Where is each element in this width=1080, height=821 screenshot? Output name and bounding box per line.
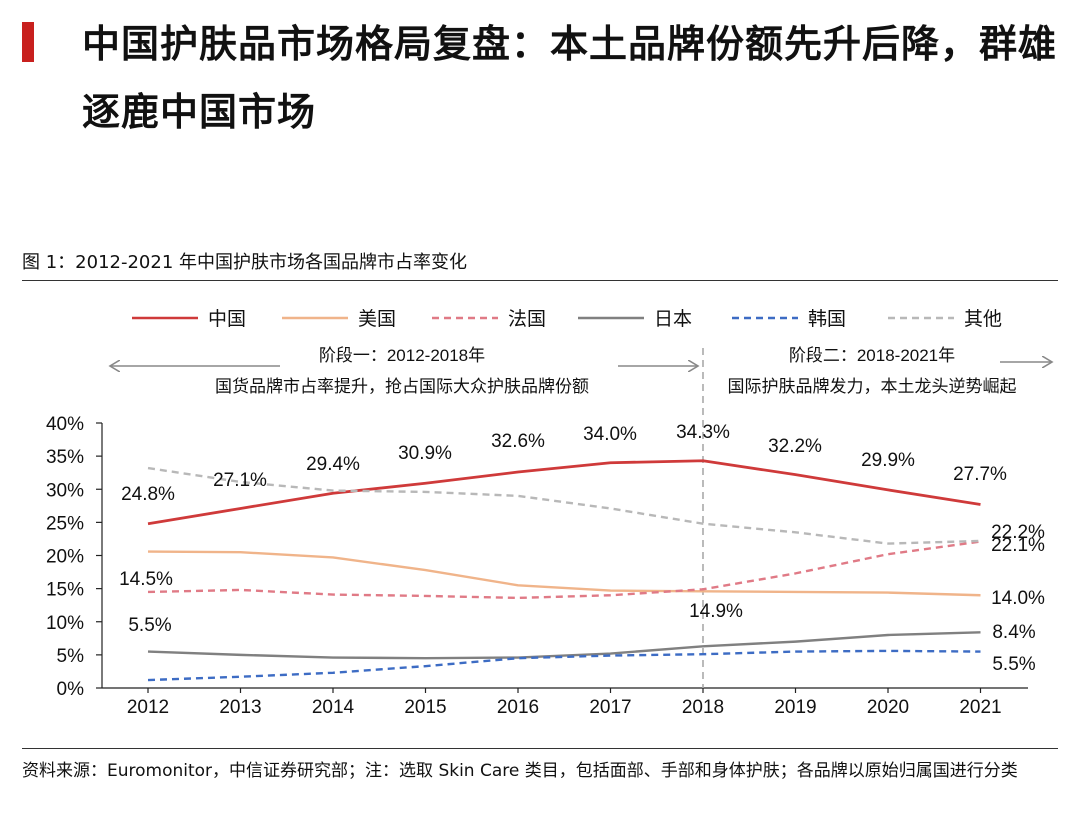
x-tick-label: 2016 [497,697,539,718]
data-label: 27.1% [213,470,267,491]
x-tick-label: 2021 [959,697,1001,718]
data-label: 34.3% [676,422,730,443]
phase2-title: 阶段二：2018-2021年 [789,346,955,365]
chart-axes: 0% 5% 10% 15% 20% 25% 30% 35% 40% 2012 2013 2014 201… [46,348,1028,718]
y-tick-label: 40% [46,414,84,435]
data-label: 29.9% [861,450,915,471]
legend-label: 日本 [654,308,692,330]
series-line-2 [147,550,981,597]
legend-label: 美国 [358,308,396,330]
figure-caption: 图 1：2012-2021 年中国护肤市场各国品牌市占率变化 [22,252,468,273]
y-tick-label: 10% [46,613,84,634]
series-line-6 [147,466,981,545]
data-label: 8.4% [992,622,1035,643]
data-label: 30.9% [398,443,452,464]
source-note: 资料来源：Euromonitor，中信证券研究部；注：选取 Skin Care … [22,761,1018,781]
y-tick-label: 30% [46,480,84,501]
legend-label: 中国 [208,308,246,330]
page-title: 中国护肤品市场格局复盘：本土品牌份额先升后降，群雄逐鹿中国市场 [82,22,1058,135]
title-accent-bar [22,22,34,62]
series-line-5 [147,649,981,682]
x-tick-label: 2015 [404,697,446,718]
data-label: 34.0% [583,424,637,445]
y-tick-label: 15% [46,580,84,601]
y-tick-label: 35% [46,447,84,468]
x-tick-label: 2013 [219,697,261,718]
market-share-line-chart: 中国 美国 法国 日本 韩国 其他 阶段一：2012-2018年国货品牌市占率提升，抢占国… [46,308,1080,718]
legend-label: 韩国 [808,308,846,330]
legend-label: 其他 [964,308,1002,330]
y-tick-label: 0% [57,679,85,700]
phase1-description: 国货品牌市占率提升，抢占国际大众护肤品牌份额 [215,377,589,396]
phase2-description: 国际护肤品牌发力，本土龙头逆势崛起 [728,377,1017,396]
data-label: 14.5% [119,569,173,590]
series-line-3 [147,540,981,600]
x-tick-label: 2020 [867,697,909,718]
data-label: 32.6% [491,431,545,452]
chart-legend: 中国 美国 法国 日本 韩国 其他 [132,308,1002,330]
x-tick-label: 2018 [682,697,724,718]
series-line-1 [147,459,981,526]
data-label: 32.2% [768,436,822,457]
x-tick-label: 2019 [774,697,816,718]
data-labels: 24.8% 27.1% 29.4% 30.9% 32.6% 34.0% 34.3% 32.2%… [119,422,1045,675]
x-tick-label: 2012 [127,697,169,718]
x-tick-label: 2014 [312,697,355,718]
data-label: 14.0% [991,588,1045,609]
caption-rule [22,280,1058,281]
series-lines [147,459,981,682]
data-label: 27.7% [953,464,1007,485]
phase1-title: 阶段一：2012-2018年 [319,346,485,365]
data-label: 5.5% [992,654,1035,675]
legend-label: 法国 [508,308,546,330]
data-label: 22.2% [991,522,1045,543]
data-label: 22.1% [991,535,1045,556]
x-tick-label: 2017 [589,697,631,718]
y-tick-label: 25% [46,513,84,534]
data-label: 24.8% [121,484,175,505]
y-tick-label: 5% [57,646,85,667]
series-line-4 [147,631,981,660]
data-label: 5.5% [128,615,171,636]
y-tick-label: 20% [46,547,84,568]
footer-rule [22,748,1058,749]
data-label: 14.9% [689,601,743,622]
data-label: 29.4% [306,454,360,475]
